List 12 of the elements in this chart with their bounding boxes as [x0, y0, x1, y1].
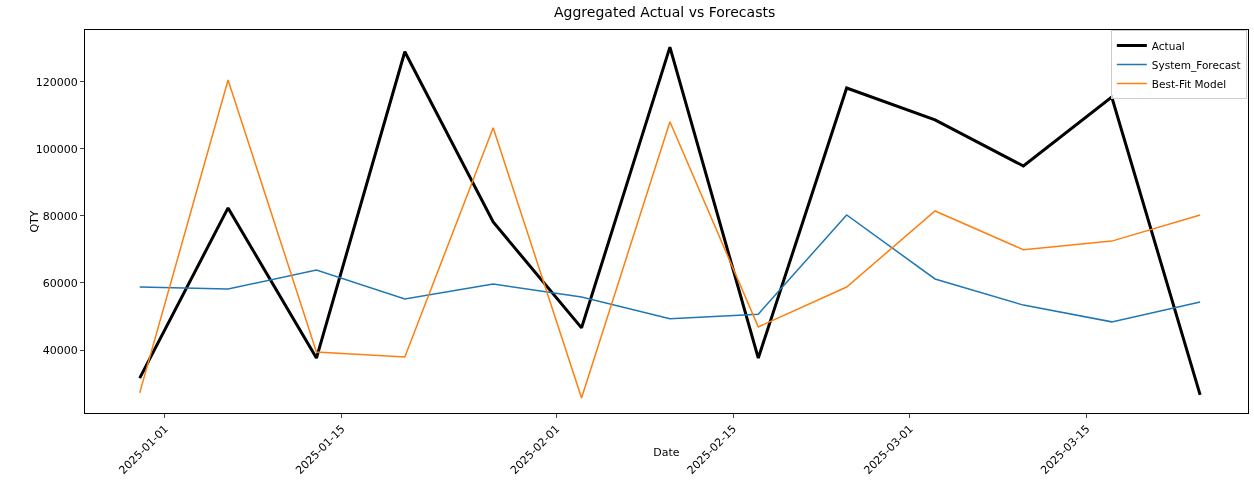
- chart-title: Aggregated Actual vs Forecasts: [554, 4, 776, 21]
- y-tick-label: 80000: [42, 209, 78, 223]
- y-tick-label: 120000: [35, 75, 78, 89]
- y-axis-title: QTY: [27, 210, 41, 233]
- y-tick-label: 40000: [42, 343, 78, 357]
- x-axis-title: Date: [653, 446, 680, 459]
- legend-label: Best-Fit Model: [1151, 77, 1227, 90]
- legend-label: System_Forecast: [1151, 58, 1241, 72]
- y-tick-label: 60000: [42, 276, 78, 290]
- line-series: [138, 214, 1201, 323]
- y-tick-label: 100000: [35, 142, 78, 156]
- legend-label: Actual: [1151, 39, 1185, 52]
